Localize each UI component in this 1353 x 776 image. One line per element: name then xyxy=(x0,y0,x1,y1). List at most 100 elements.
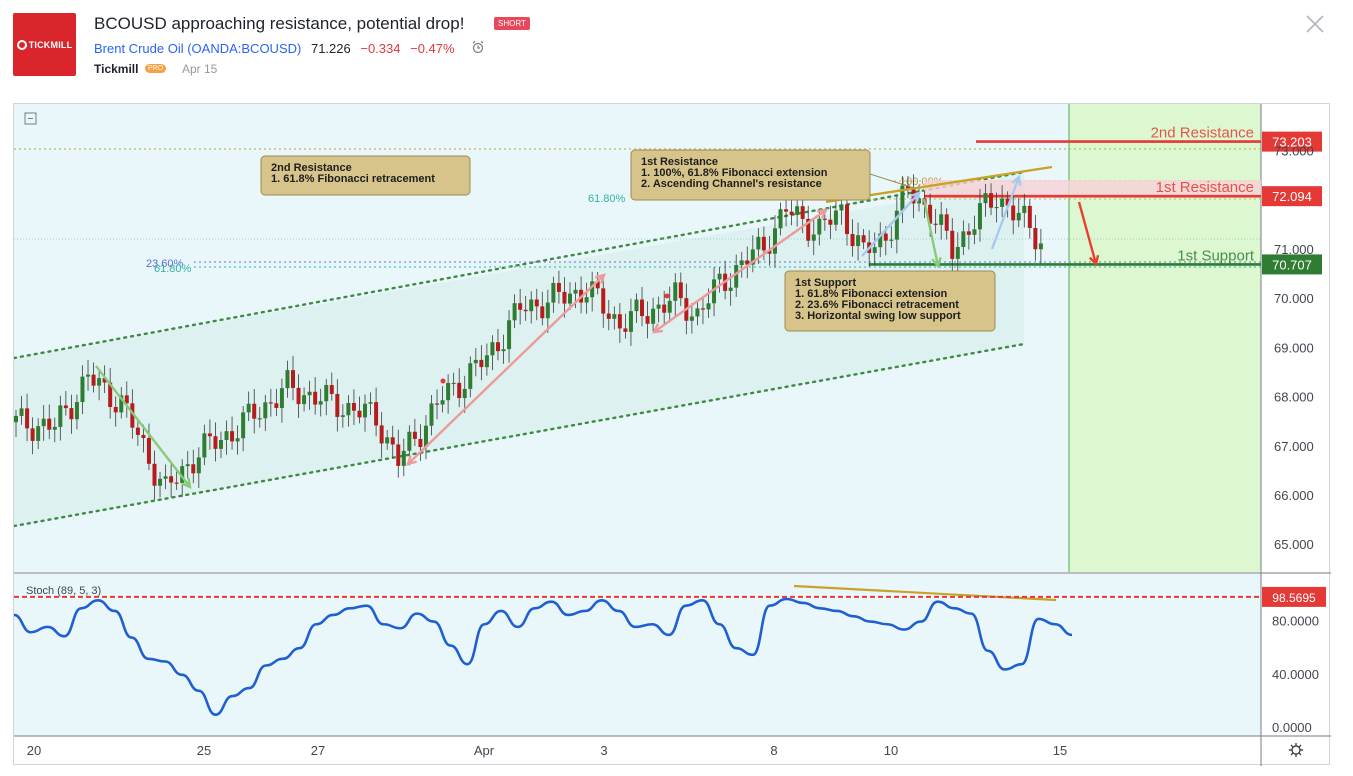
candle-body xyxy=(545,302,550,319)
idea-title: BCOUSD approaching resistance, potential… xyxy=(94,14,465,33)
candle-body xyxy=(584,297,589,303)
publish-date: Apr 15 xyxy=(182,62,218,76)
swing-up-arrow-1-head xyxy=(406,455,417,466)
tickmill-logo[interactable]: TICKMILL xyxy=(13,13,76,76)
candle-body xyxy=(335,393,340,417)
price-tick-4: 69.000 xyxy=(1274,340,1314,355)
level-tag-bg-1 xyxy=(1262,186,1322,207)
marker-dot xyxy=(440,378,446,384)
candle-body xyxy=(368,402,373,404)
candle-body xyxy=(811,234,816,241)
author-name[interactable]: Tickmill xyxy=(94,62,139,76)
candle-body xyxy=(41,418,46,427)
candle-body xyxy=(850,234,855,247)
close-icon[interactable] xyxy=(1305,14,1325,34)
candle-body xyxy=(113,406,118,413)
candle-body xyxy=(950,230,955,259)
candle-body xyxy=(689,316,694,321)
chart-container[interactable]: 61.80% 100.00% 23.60% 61.80% 2nd Resistance… xyxy=(12,103,1331,766)
time-tick-5: 8 xyxy=(770,743,777,758)
symbol-name[interactable]: Brent Crude Oil xyxy=(94,41,184,56)
candle-body xyxy=(340,415,345,417)
candle-body xyxy=(363,403,368,418)
candle-body xyxy=(529,299,534,312)
candle-body xyxy=(856,235,861,247)
time-tick-6: 10 xyxy=(884,743,898,758)
candle-body xyxy=(224,431,229,440)
candle-layer xyxy=(14,174,1043,500)
candle-body xyxy=(944,214,949,231)
candle-body xyxy=(30,428,35,441)
candle-body xyxy=(163,476,168,479)
fib-label-618-lower: 61.80% xyxy=(154,263,192,275)
candle-body xyxy=(274,403,279,408)
candle-body xyxy=(800,206,805,219)
candle-body xyxy=(52,426,57,430)
candle-body xyxy=(495,342,500,352)
time-tick-2: 27 xyxy=(311,743,325,758)
candle-body xyxy=(806,218,811,241)
price-tick-6: 71.000 xyxy=(1274,242,1314,257)
fib-label-236: 23.60% xyxy=(146,258,184,270)
candle-body xyxy=(58,405,63,427)
candle-body xyxy=(141,434,146,439)
arrow-layer xyxy=(95,165,1100,602)
support1-note-line-3: 3. Horizontal swing low support xyxy=(795,310,961,322)
candle-body xyxy=(606,313,611,319)
candle-body xyxy=(329,385,334,394)
candle-body xyxy=(25,408,30,429)
price-tick-7: 73.000 xyxy=(1274,144,1314,159)
stoch-level-tag-bg xyxy=(1262,586,1326,607)
candle-body xyxy=(185,464,190,467)
candle-body xyxy=(263,402,268,419)
candle-body xyxy=(955,246,960,259)
candle-body xyxy=(917,198,922,204)
candle-body xyxy=(473,359,478,364)
stoch-divergence-line xyxy=(793,584,1057,602)
candle-body xyxy=(1027,205,1032,228)
level-label-1: 1st Resistance xyxy=(1156,179,1254,196)
candle-body xyxy=(833,210,838,225)
candle-body xyxy=(678,282,683,299)
candle-body xyxy=(905,185,910,189)
candle-body xyxy=(268,402,273,404)
resistance1-note-pointer xyxy=(869,173,915,189)
candle-body xyxy=(246,403,251,413)
candle-body xyxy=(36,426,41,441)
candle-body xyxy=(717,273,722,280)
candle-body xyxy=(440,400,445,405)
candle-body xyxy=(501,349,506,352)
candle-body xyxy=(1016,212,1021,221)
candle-body xyxy=(158,478,163,486)
candle-body xyxy=(74,402,79,420)
candle-body xyxy=(446,382,451,401)
candle-body xyxy=(634,299,639,312)
candle-body xyxy=(346,402,351,416)
projection-zone xyxy=(1069,104,1261,572)
candle-body xyxy=(407,431,412,451)
resistance2-note-line-0: 2nd Resistance xyxy=(271,162,352,174)
resistance1-note-box xyxy=(630,149,871,201)
swing-up-arrow-2 xyxy=(653,209,827,333)
candle-body xyxy=(63,405,68,409)
price-tick-2: 67.000 xyxy=(1274,439,1314,454)
candle-body xyxy=(108,382,113,407)
swing-up-arrow-1 xyxy=(407,274,605,465)
stoch-label: Stoch (89, 5, 3) xyxy=(26,585,101,597)
chart-canvas[interactable]: 61.80%100.00%23.60%61.80% 2nd Resistance… xyxy=(12,104,1331,766)
candle-body xyxy=(169,476,174,483)
stoch-line xyxy=(13,597,1073,717)
settings-gear-icon[interactable] xyxy=(1289,743,1303,757)
candle-body xyxy=(712,279,717,304)
symbol-code[interactable]: (OANDA:BCOUSD) xyxy=(187,41,302,56)
collapse-icon[interactable] xyxy=(24,112,37,125)
logo-text: TICKMILL xyxy=(28,39,73,50)
channel-upper-line xyxy=(12,170,1026,360)
candle-body xyxy=(673,282,678,301)
candle-body xyxy=(1011,205,1016,221)
candle-body xyxy=(429,403,434,426)
alarm-clock-icon[interactable] xyxy=(471,40,485,54)
candle-body xyxy=(933,223,938,225)
